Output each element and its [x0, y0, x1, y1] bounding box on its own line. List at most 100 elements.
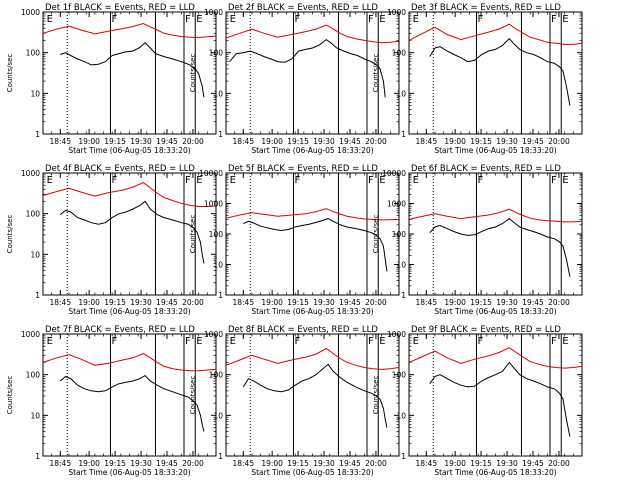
x-tick-label: 20:00: [365, 137, 387, 146]
y-axis-label: Counts/sec: [6, 54, 14, 93]
y-tick-label: 1000: [21, 169, 40, 178]
chart-panel-1: Det 1f BLACK = Events, RED = LLD 1 10 100 10…: [6, 3, 217, 155]
x-axis-label: Start Time (06-Aug-05 18:33:20): [251, 307, 373, 316]
chart-title: Det 5f BLACK = Events, RED = LLD: [228, 164, 378, 174]
x-tick-label: 18:45: [415, 459, 437, 468]
y-axis-label: Counts/sec: [189, 54, 197, 93]
interval-marker-label: F: [111, 175, 117, 186]
interval-marker-label: F: [551, 336, 557, 347]
x-tick-label: 19:45: [156, 459, 178, 468]
x-tick-label: 19:00: [261, 459, 283, 468]
events-series-line: [60, 42, 205, 98]
x-tick-label: 19:00: [261, 298, 283, 307]
events-series-line: [243, 218, 388, 272]
x-axis-label: Start Time (06-Aug-05 18:33:20): [434, 468, 556, 477]
y-tick-label: 100: [392, 371, 407, 380]
chart-title: Det 7f BLACK = Events, RED = LLD: [45, 325, 195, 335]
y-tick-label: 100: [26, 210, 41, 219]
x-tick-label: 19:00: [261, 137, 283, 146]
x-tick-label: 19:15: [470, 298, 492, 307]
x-tick-label: 19:30: [130, 459, 152, 468]
y-tick-label: 10: [396, 411, 406, 420]
x-tick-label: 20:00: [182, 459, 204, 468]
x-tick-label: 20:00: [548, 137, 570, 146]
y-tick-label: 100: [209, 49, 224, 58]
x-axis-label: Start Time (06-Aug-05 18:33:20): [251, 468, 373, 477]
y-tick-label: 10000: [199, 169, 223, 178]
y-tick-label: 1: [35, 452, 40, 461]
x-tick-label: 19:00: [444, 459, 466, 468]
lld-series-line: [408, 347, 583, 369]
x-tick-label: 19:45: [339, 137, 361, 146]
x-tick-label: 20:00: [548, 298, 570, 307]
x-axis-label: Start Time (06-Aug-05 18:33:20): [68, 307, 190, 316]
y-axis-label: Counts/sec: [6, 376, 14, 415]
x-tick-label: 19:00: [78, 298, 100, 307]
chart-panel-2: Det 2f BLACK = Events, RED = LLD 1 10 100 10…: [189, 3, 400, 155]
interval-marker-label: E: [230, 14, 236, 25]
x-tick-label: 19:15: [104, 137, 126, 146]
x-tick-label: 19:00: [78, 137, 100, 146]
y-tick-label: 1: [218, 291, 223, 300]
x-tick-label: 19:00: [444, 137, 466, 146]
interval-marker-label: E: [562, 336, 568, 347]
lld-series-line: [408, 23, 583, 45]
x-axis-label: Start Time (06-Aug-05 18:33:20): [68, 468, 190, 477]
x-tick-label: 20:00: [182, 298, 204, 307]
y-tick-label: 100: [392, 49, 407, 58]
x-tick-label: 19:30: [313, 459, 335, 468]
y-tick-label: 1: [218, 130, 223, 139]
x-tick-label: 19:45: [156, 298, 178, 307]
interval-marker-label: F: [111, 14, 117, 25]
events-series-line: [429, 217, 571, 277]
chart-title: Det 2f BLACK = Events, RED = LLD: [228, 3, 378, 13]
chart-title: Det 8f BLACK = Events, RED = LLD: [228, 325, 378, 335]
x-tick-label: 19:30: [313, 298, 335, 307]
y-tick-label: 100: [26, 49, 41, 58]
x-tick-label: 19:30: [496, 459, 518, 468]
x-tick-label: 18:45: [232, 298, 254, 307]
events-series-line: [229, 38, 386, 98]
interval-marker-label: F: [368, 175, 374, 186]
y-tick-label: 10: [30, 411, 40, 420]
interval-marker-label: E: [413, 14, 419, 25]
chart-panel-3: Det 3f BLACK = Events, RED = LLD 1 10 100 10…: [372, 3, 583, 155]
x-tick-label: 18:45: [49, 298, 71, 307]
y-tick-label: 100: [209, 371, 224, 380]
interval-marker-label: F: [294, 14, 300, 25]
x-tick-label: 19:45: [522, 137, 544, 146]
x-tick-label: 19:30: [130, 298, 152, 307]
interval-marker-label: E: [47, 175, 53, 186]
interval-marker-label: F: [294, 175, 300, 186]
interval-marker-label: E: [413, 336, 419, 347]
chart-title: Det 4f BLACK = Events, RED = LLD: [45, 164, 195, 174]
y-tick-label: 1000: [387, 8, 406, 17]
interval-marker-label: E: [562, 175, 568, 186]
x-tick-label: 18:45: [232, 459, 254, 468]
x-tick-label: 19:45: [522, 298, 544, 307]
y-tick-label: 1: [401, 452, 406, 461]
y-tick-label: 100: [26, 371, 41, 380]
chart-title: Det 6f BLACK = Events, RED = LLD: [411, 164, 561, 174]
lld-series-line: [225, 347, 400, 370]
y-axis-label: Counts/sec: [372, 215, 380, 254]
y-tick-label: 10: [213, 411, 223, 420]
plot-frame: [408, 333, 583, 457]
y-axis-label: Counts/sec: [372, 54, 380, 93]
x-tick-label: 19:00: [78, 459, 100, 468]
chart-panel-7: Det 7f BLACK = Events, RED = LLD 1 10 100 10…: [6, 325, 217, 477]
y-tick-label: 10000: [382, 169, 406, 178]
y-tick-label: 10: [396, 261, 406, 270]
interval-marker-label: F: [477, 175, 483, 186]
interval-marker-label: E: [379, 14, 385, 25]
lld-series-line: [225, 24, 400, 44]
interval-marker-label: E: [47, 336, 53, 347]
x-tick-label: 19:15: [104, 298, 126, 307]
chart-panel-4: Det 4f BLACK = Events, RED = LLD 1 10 100 10…: [6, 164, 217, 316]
interval-marker-label: E: [379, 175, 385, 186]
y-tick-label: 1: [218, 452, 223, 461]
interval-marker-label: F: [477, 14, 483, 25]
plot-frame: [408, 172, 583, 296]
x-tick-label: 19:45: [339, 298, 361, 307]
